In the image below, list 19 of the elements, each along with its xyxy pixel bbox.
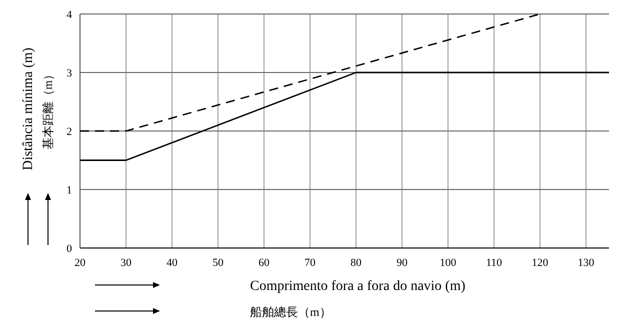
x-tick-label: 90 [396,257,408,269]
y-tick-label: 1 [66,184,72,196]
x-tick-label: 30 [120,257,132,269]
y-tick-label: 3 [66,67,72,80]
x-tick-label: 80 [350,257,362,269]
y-tick-label: 2 [66,126,72,138]
x-tick-label: 130 [578,257,595,269]
x-tick-label: 40 [166,257,178,269]
x-tick-label: 100 [440,257,457,269]
y-tick-label: 0 [66,242,72,255]
x-tick-label: 110 [486,257,503,269]
x-tick-label: 120 [532,257,549,269]
x-tick-label: 70 [304,257,316,269]
x-axis-title: Comprimento fora a fora do navio (m) 船舶總長（m） [250,279,466,319]
x-tick-label: 60 [258,257,270,269]
y-axis-title: Distância mínima (m) 基本距離（m） [21,47,55,170]
y-tick-label: 4 [66,8,72,21]
x-tick-label: 50 [212,257,224,269]
x-tick-label: 20 [74,257,86,269]
